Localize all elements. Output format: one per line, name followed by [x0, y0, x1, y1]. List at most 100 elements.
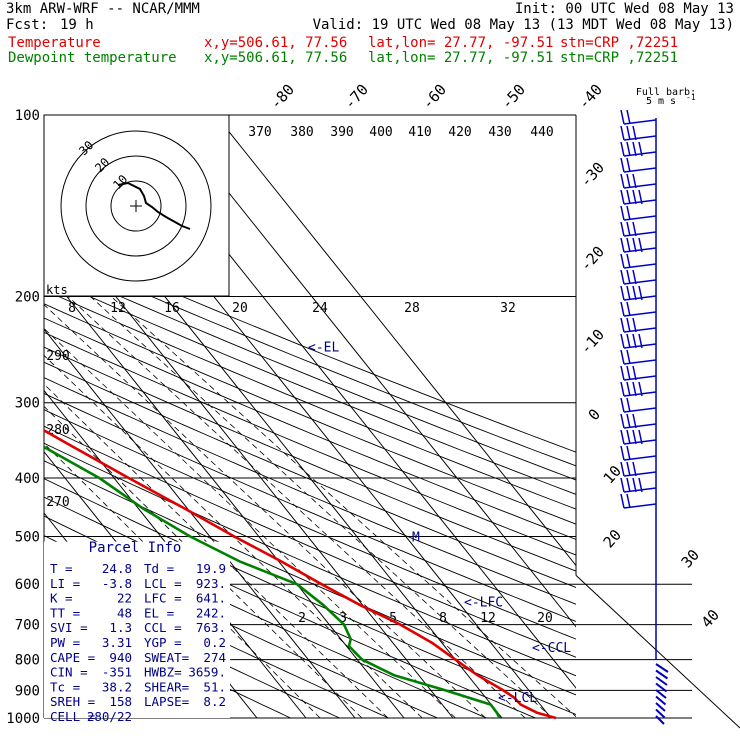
barb-flag [620, 157, 625, 173]
mixing-ratio-line [44, 383, 389, 719]
parcel-row-value: 48 [117, 605, 132, 620]
barb-flag [620, 237, 625, 253]
isotherm-label: 30 [678, 546, 703, 571]
model-title: 3km ARW-WRF -- NCAR/MMM [6, 1, 200, 17]
theta-side-label: 270 [46, 495, 69, 510]
theta-label: 410 [408, 125, 431, 140]
barb-legend-title: Full barb: [636, 87, 696, 98]
dry-adiabat [44, 425, 576, 658]
mixing-ratio-line [110, 296, 576, 718]
parcel-row-label: PW = [50, 635, 80, 650]
mixing-ratio-label: 12 [480, 611, 496, 626]
barb-flag [620, 381, 625, 397]
barb-flag [626, 365, 631, 381]
isotherm-label: 20 [600, 526, 625, 551]
barb-flag [626, 253, 631, 269]
dry-adiabat [44, 377, 576, 605]
upper-scale-label: 12 [110, 301, 126, 316]
barb-flag [638, 285, 643, 301]
barb-flag [626, 317, 631, 333]
barb-flag [620, 301, 625, 317]
barb-flag [620, 173, 625, 189]
mixing-ratio-label: 5 [389, 611, 397, 626]
theta-label: 390 [330, 125, 353, 140]
dry-adiabat [44, 303, 576, 525]
isotherm [0, 115, 12, 718]
theta-label: 420 [448, 125, 471, 140]
barb-flag [638, 333, 643, 349]
theta-label: 430 [488, 125, 511, 140]
dry-adiabat [44, 392, 576, 622]
dry-adiabat [44, 236, 576, 453]
wind-barb [655, 708, 666, 719]
barb-flag [632, 477, 637, 493]
parcel-row-label: SREH = [50, 694, 95, 709]
level-annotation: <-EL [308, 340, 339, 355]
dry-adiabat [44, 575, 340, 719]
parcel-row-value2: 51. [203, 679, 226, 694]
barb-flag [638, 429, 643, 445]
mixing-ratio-label: 2 [298, 611, 306, 626]
barb-flag [626, 141, 631, 157]
pressure-tick-label: 1000 [6, 711, 40, 727]
hodograph-units: kts [46, 283, 68, 297]
parcel-row-value: 1.3 [109, 620, 132, 635]
barb-flag [632, 237, 637, 253]
temperature-latlon: lat,lon= 27.77, -97.51 [368, 35, 554, 51]
pressure-tick-label: 100 [15, 108, 40, 124]
barb-flag [626, 477, 631, 493]
parcel-row-value2: 641. [196, 591, 226, 606]
barb-flag [626, 269, 631, 285]
isotherm-label: 0 [585, 405, 604, 424]
dry-adiabat [44, 331, 576, 556]
parcel-row-label: CIN = [50, 665, 88, 680]
pressure-tick-label: 700 [15, 618, 40, 634]
dry-adiabat [44, 361, 576, 588]
mixing-ratio-label: 3 [339, 611, 347, 626]
wind-barb [655, 682, 668, 693]
temperature-profile [44, 428, 557, 720]
barb-flag [626, 381, 631, 397]
mixing-ratio-line [67, 296, 526, 719]
theta-side-label: 280 [46, 423, 69, 438]
upper-scale-label: 16 [164, 301, 180, 316]
parcel-row-label: TT = [50, 605, 80, 620]
parcel-row-value: -351 [102, 665, 132, 680]
parcel-row-label2: LAPSE= [144, 694, 189, 709]
barb-flag [638, 189, 643, 205]
parcel-row-label: CAPE = [50, 650, 95, 665]
parcel-row-label2: Td = [144, 561, 174, 576]
right-axis-skew [575, 574, 740, 729]
temperature-coords: x,y=506.61, 77.56 [204, 35, 348, 51]
barb-flag [632, 461, 637, 477]
barb-flag [632, 173, 637, 189]
parcel-row-label2: LCL = [144, 576, 182, 591]
barb-flag [638, 477, 643, 493]
dry-adiabat [44, 460, 576, 696]
barb-flag [626, 429, 631, 445]
barb-flag [632, 333, 637, 349]
mixing-ratio-label: 8 [439, 611, 447, 626]
dewpoint-coords: x,y=506.61, 77.56 [204, 50, 348, 66]
pressure-tick-label: 900 [15, 683, 40, 699]
dry-adiabat [44, 442, 576, 677]
hodograph-trace [117, 181, 191, 230]
barb-flag [620, 109, 625, 125]
parcel-info-box [44, 541, 230, 718]
dewpoint-profile [44, 445, 501, 719]
barb-legend-exponent: -1 [686, 93, 696, 102]
barb-flag [620, 429, 625, 445]
theta-label: 370 [248, 125, 271, 140]
valid-time: Valid: 19 UTC Wed 08 May 13 (13 MDT Wed … [312, 17, 734, 33]
temperature-station: stn=CRP ,72251 [560, 35, 679, 51]
forecast-hour: 19 h [60, 17, 94, 33]
barb-flag [620, 221, 625, 237]
barb-legend-value: 5 m s [646, 96, 676, 107]
barb-flag [620, 269, 625, 285]
parcel-row-value: 22 [117, 591, 132, 606]
wind-barb [655, 702, 666, 712]
upper-scale-label: 32 [500, 301, 516, 316]
dry-adiabat [44, 317, 576, 540]
init-time: Init: 00 UTC Wed 08 May 13 [514, 1, 734, 17]
barb-flag [626, 333, 631, 349]
